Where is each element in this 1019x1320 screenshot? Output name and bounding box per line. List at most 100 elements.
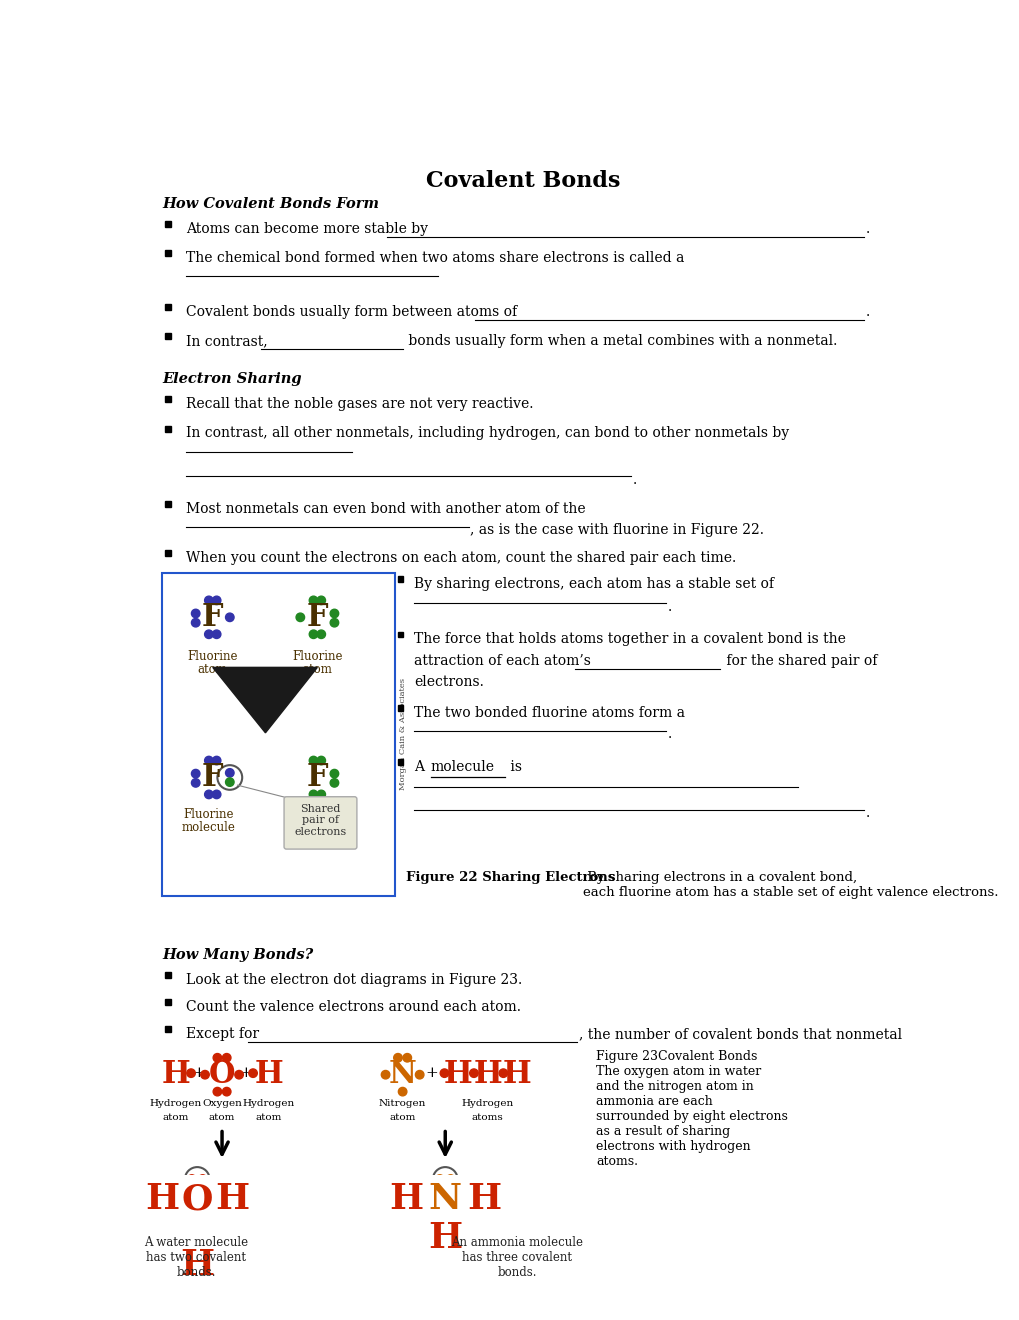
Text: A water molecule
has two covalent
bonds.: A water molecule has two covalent bonds. <box>145 1236 249 1279</box>
Text: O: O <box>181 1183 213 1217</box>
Text: Fluorine: Fluorine <box>291 649 342 663</box>
Circle shape <box>222 1088 230 1096</box>
Circle shape <box>198 1175 207 1184</box>
Circle shape <box>192 619 200 627</box>
Text: bonds usually form when a metal combines with a nonmetal.: bonds usually form when a metal combines… <box>404 334 837 348</box>
Text: F: F <box>202 602 223 632</box>
Circle shape <box>330 619 338 627</box>
Bar <box>164 304 171 310</box>
Circle shape <box>212 756 221 764</box>
Circle shape <box>398 1088 407 1096</box>
Text: Hydrogen: Hydrogen <box>243 1100 294 1109</box>
Text: atom: atom <box>209 1113 235 1122</box>
Circle shape <box>192 770 200 777</box>
Text: molecule: molecule <box>430 760 494 774</box>
Text: Most nonmetals can even bond with another atom of the: Most nonmetals can even bond with anothe… <box>185 502 585 516</box>
FancyBboxPatch shape <box>146 1229 247 1283</box>
Text: H: H <box>443 1059 473 1090</box>
Text: electrons.: electrons. <box>414 675 484 689</box>
Circle shape <box>498 1069 507 1077</box>
Circle shape <box>186 1069 195 1077</box>
Text: atoms: atoms <box>472 1113 503 1122</box>
Circle shape <box>234 1071 244 1078</box>
Text: Hydrogen: Hydrogen <box>462 1100 514 1109</box>
Circle shape <box>205 791 213 799</box>
Text: .: . <box>667 727 672 742</box>
Text: .: . <box>864 807 869 820</box>
Circle shape <box>205 756 213 764</box>
Text: +: + <box>425 1067 438 1080</box>
Circle shape <box>309 756 318 764</box>
Circle shape <box>330 779 338 787</box>
Text: Figure 23Covalent Bonds
The oxygen atom in water
and the nitrogen atom in
ammoni: Figure 23Covalent Bonds The oxygen atom … <box>596 1051 788 1168</box>
Circle shape <box>225 777 233 787</box>
Circle shape <box>381 1071 389 1078</box>
Circle shape <box>469 1069 478 1077</box>
Circle shape <box>212 791 221 799</box>
Text: +: + <box>193 1067 205 1080</box>
Text: In contrast,: In contrast, <box>185 334 271 348</box>
Text: attraction of each atom’s: attraction of each atom’s <box>414 653 595 668</box>
Circle shape <box>225 768 233 777</box>
Bar <box>164 1026 171 1032</box>
Text: Shared
pair of
electrons: Shared pair of electrons <box>294 804 346 837</box>
Circle shape <box>415 1071 424 1078</box>
Circle shape <box>330 610 338 618</box>
Text: Covalent bonds usually form between atoms of: Covalent bonds usually form between atom… <box>185 305 521 318</box>
Text: The chemical bond formed when two atoms share electrons is called a: The chemical bond formed when two atoms … <box>185 251 684 265</box>
Text: Look at the electron dot diagrams in Figure 23.: Look at the electron dot diagrams in Fig… <box>185 973 522 987</box>
Circle shape <box>187 1214 197 1224</box>
Text: H: H <box>473 1059 501 1090</box>
Text: H: H <box>161 1059 190 1090</box>
Text: H: H <box>389 1183 423 1217</box>
Text: The two bonded fluorine atoms form a: The two bonded fluorine atoms form a <box>414 706 685 719</box>
Text: Fluorine: Fluorine <box>187 649 237 663</box>
Circle shape <box>212 630 221 639</box>
Circle shape <box>192 779 200 787</box>
Bar <box>164 249 171 256</box>
Circle shape <box>222 1053 230 1063</box>
Circle shape <box>296 612 305 622</box>
Text: .: . <box>864 222 869 235</box>
Text: atom: atom <box>303 663 332 676</box>
Text: Fluorine: Fluorine <box>183 808 234 821</box>
Text: Recall that the noble gases are not very reactive.: Recall that the noble gases are not very… <box>185 397 533 411</box>
Circle shape <box>213 1053 221 1063</box>
Text: .: . <box>667 599 672 614</box>
Text: Atoms can become more stable by: Atoms can become more stable by <box>185 222 432 235</box>
Circle shape <box>205 597 213 605</box>
Text: , the number of covalent bonds that nonmetal: , the number of covalent bonds that nonm… <box>578 1027 901 1041</box>
Bar <box>164 502 171 507</box>
Bar <box>397 759 403 764</box>
Text: Oxygen: Oxygen <box>202 1100 242 1109</box>
Text: By sharing electrons, each atom has a stable set of: By sharing electrons, each atom has a st… <box>414 577 773 590</box>
Text: H: H <box>215 1183 249 1217</box>
Text: molecule: molecule <box>181 821 235 834</box>
Text: How Covalent Bonds Form: How Covalent Bonds Form <box>162 197 379 211</box>
Circle shape <box>317 630 325 639</box>
Text: F: F <box>307 762 328 793</box>
Circle shape <box>445 1175 454 1184</box>
Text: A: A <box>414 760 428 774</box>
Circle shape <box>435 1175 444 1184</box>
Text: H: H <box>502 1059 531 1090</box>
Text: H: H <box>145 1183 179 1217</box>
Text: Except for: Except for <box>185 1027 263 1041</box>
Circle shape <box>249 1069 257 1077</box>
Text: +: + <box>238 1067 252 1080</box>
Bar <box>397 705 403 711</box>
Circle shape <box>201 1071 209 1078</box>
Text: H: H <box>254 1059 282 1090</box>
FancyBboxPatch shape <box>283 797 357 849</box>
Circle shape <box>192 610 200 618</box>
Circle shape <box>403 1053 411 1063</box>
Text: H: H <box>467 1183 500 1217</box>
Text: atom: atom <box>255 1113 281 1122</box>
Bar <box>164 550 171 557</box>
Bar <box>164 999 171 1006</box>
Circle shape <box>317 597 325 605</box>
Circle shape <box>440 1069 448 1077</box>
Circle shape <box>205 630 213 639</box>
Text: How Many Bonds?: How Many Bonds? <box>162 949 313 962</box>
Circle shape <box>393 1053 401 1063</box>
